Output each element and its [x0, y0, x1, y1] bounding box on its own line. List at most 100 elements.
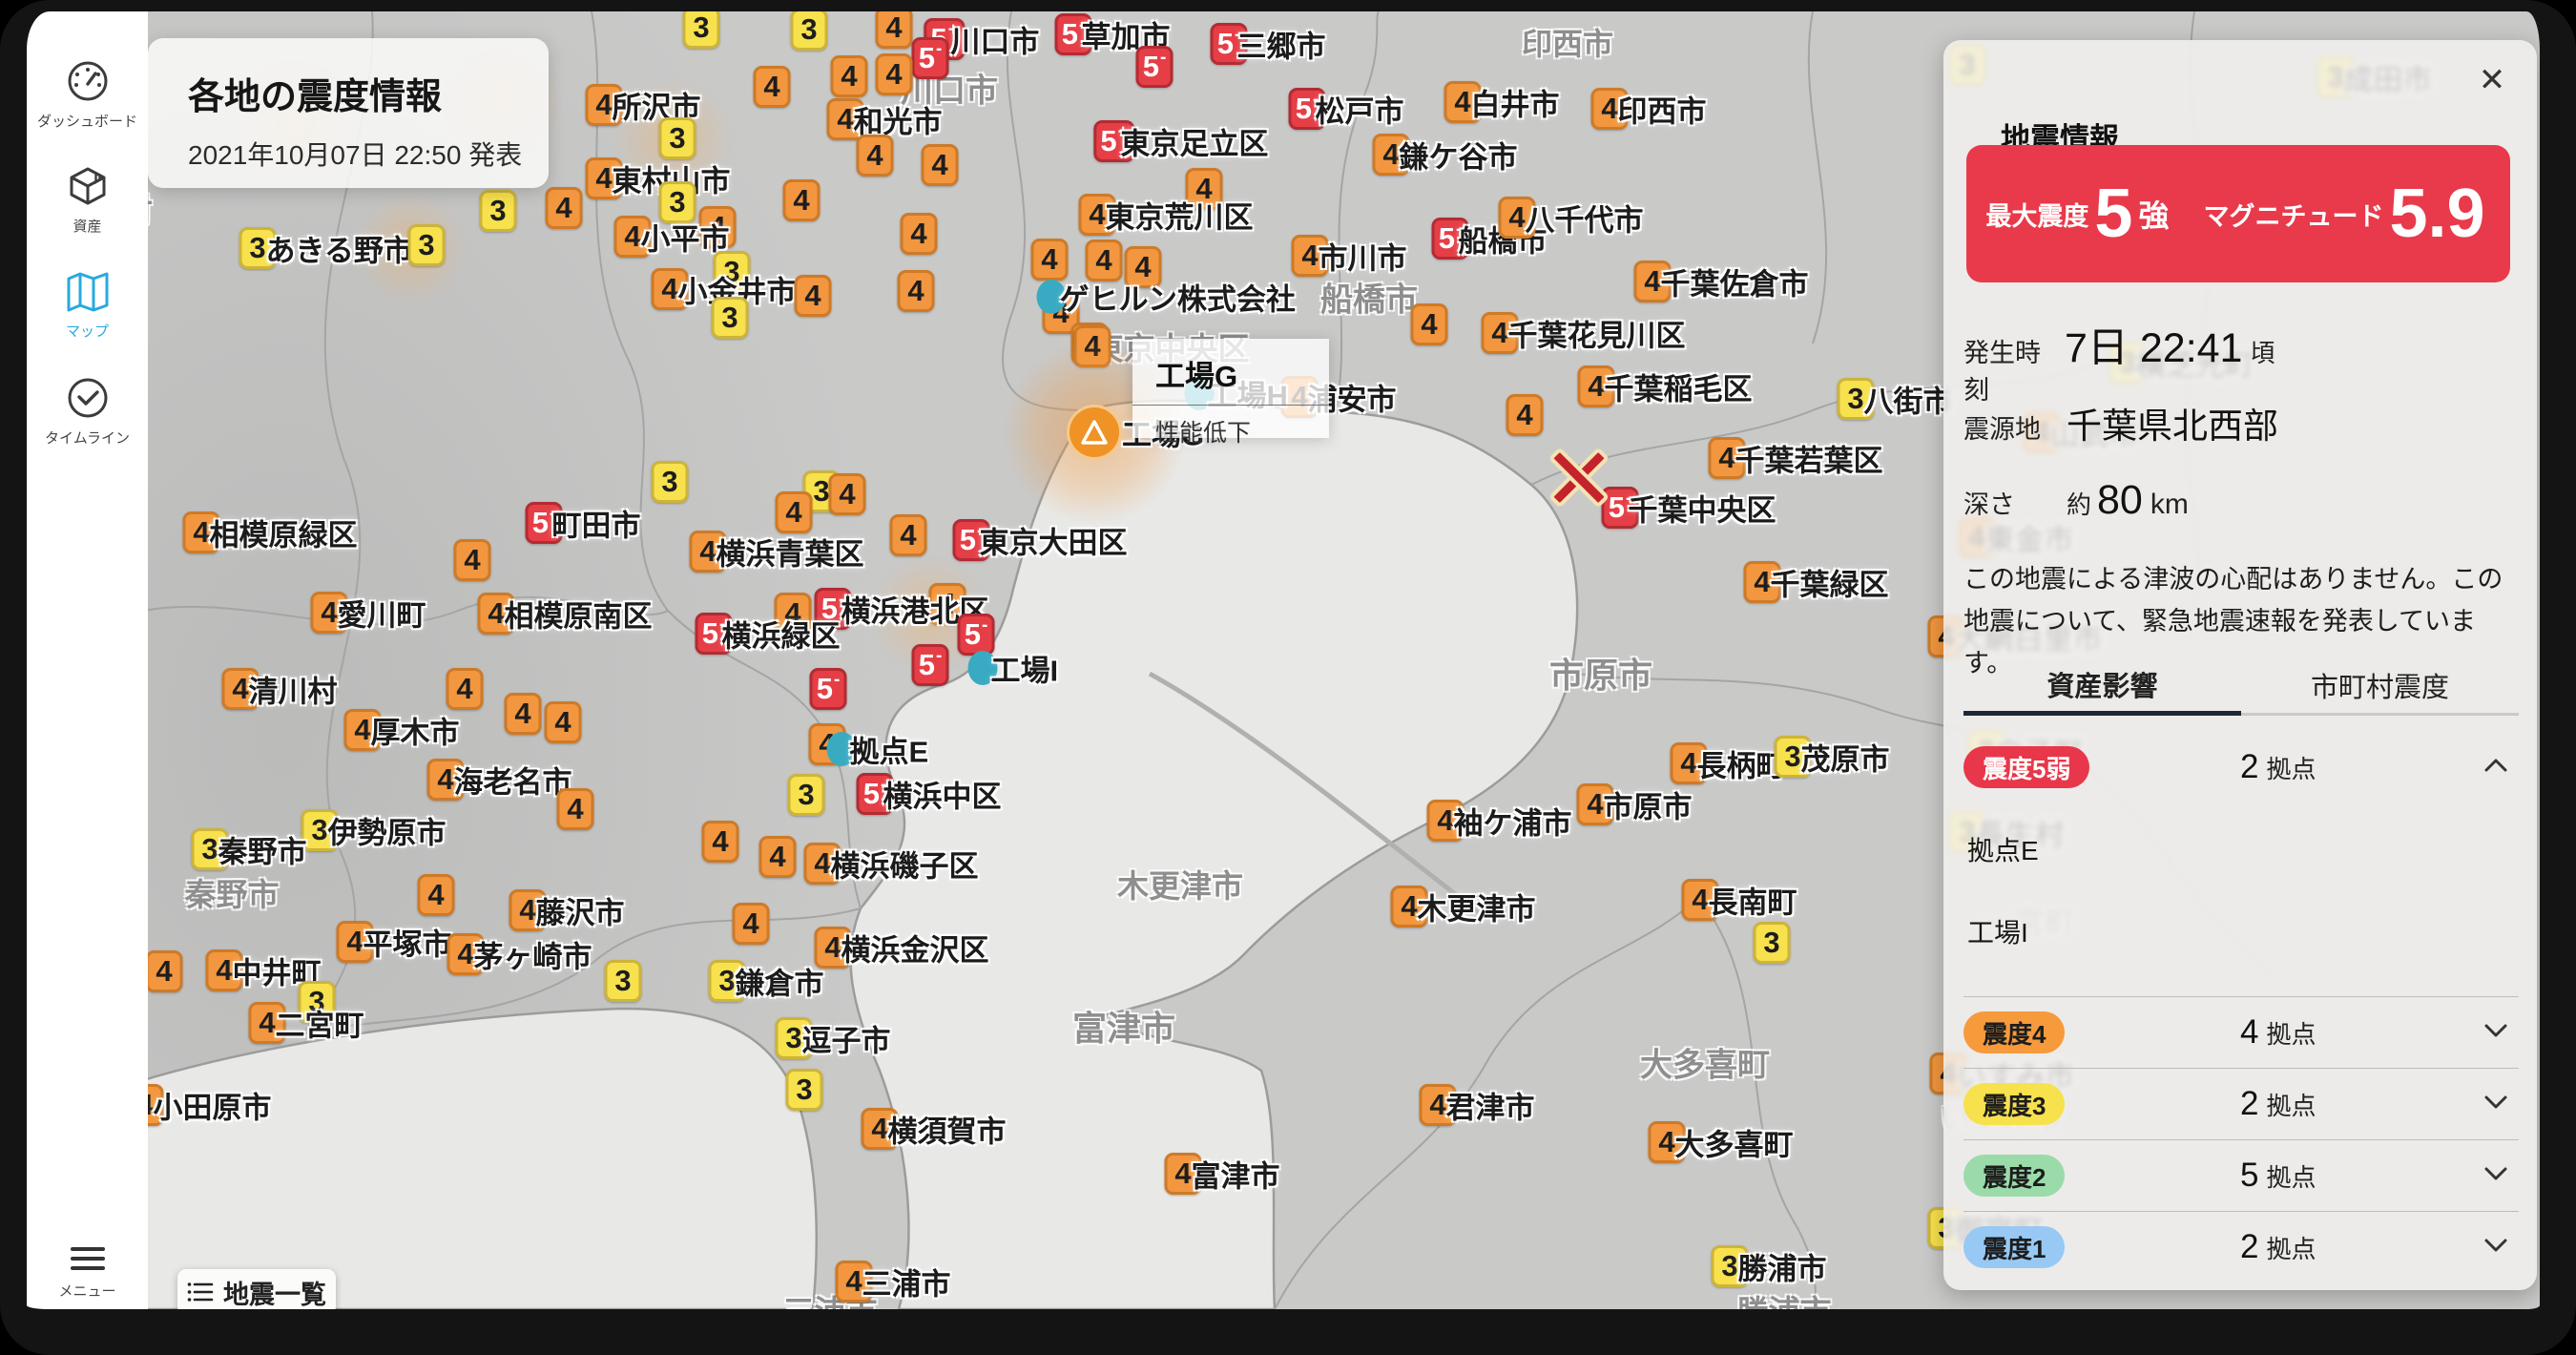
- intensity-marker[interactable]: 4 小金井市: [651, 268, 797, 310]
- intensity-marker[interactable]: 3 逗子市: [775, 1017, 891, 1059]
- intensity-marker[interactable]: 4 長柄町: [1670, 742, 1786, 784]
- intensity-marker[interactable]: 5- 横浜港北区: [814, 588, 989, 630]
- intensity-marker[interactable]: 4: [544, 701, 582, 743]
- intensity-marker[interactable]: 4 和光市: [826, 98, 943, 140]
- intensity-marker[interactable]: 4 愛川町: [310, 592, 426, 634]
- intensity-marker[interactable]: 4 横浜青葉区: [689, 531, 864, 573]
- intensity-marker[interactable]: 4 藤沢市: [509, 889, 625, 931]
- intensity-marker[interactable]: 4: [545, 187, 583, 229]
- intensity-marker[interactable]: 3: [713, 251, 751, 293]
- affected-site-item[interactable]: 工場I: [1967, 918, 2028, 948]
- intensity-marker[interactable]: 4: [875, 7, 913, 49]
- close-icon[interactable]: ✕: [2478, 62, 2506, 98]
- intensity-marker[interactable]: 5- 横浜中区: [856, 773, 1002, 815]
- intensity-marker[interactable]: 3: [790, 9, 828, 51]
- intensity-marker[interactable]: 4: [1030, 239, 1069, 281]
- intensity-section-header[interactable]: 震度5弱 2 拠点: [1963, 718, 2519, 817]
- intensity-section-header[interactable]: 震度1 2 拠点: [1963, 1212, 2519, 1282]
- asset-marker[interactable]: 工場I: [967, 651, 1058, 688]
- intensity-marker[interactable]: 4 中井町: [205, 949, 322, 991]
- intensity-marker[interactable]: 4 富津市: [1164, 1153, 1280, 1195]
- intensity-marker[interactable]: 5-: [911, 644, 949, 686]
- intensity-marker[interactable]: 4: [900, 213, 938, 255]
- intensity-marker[interactable]: 5- 東京大田区: [952, 519, 1128, 561]
- intensity-marker[interactable]: 4: [453, 539, 491, 581]
- intensity-marker[interactable]: 5-: [1135, 46, 1174, 88]
- intensity-marker[interactable]: 4 横浜金沢区: [814, 927, 989, 969]
- intensity-marker[interactable]: 4: [1506, 394, 1544, 436]
- quake-list-button[interactable]: 地震一覧: [177, 1269, 336, 1315]
- tab-municipality-intensity[interactable]: 市町村震度: [2241, 657, 2519, 716]
- intensity-marker[interactable]: 4 二宮町: [248, 1002, 364, 1044]
- intensity-marker[interactable]: 4 君津市: [1419, 1084, 1535, 1126]
- intensity-marker[interactable]: 5- 千葉中央区: [1601, 487, 1776, 529]
- intensity-marker[interactable]: 3: [658, 181, 696, 223]
- intensity-marker[interactable]: 4 清川村: [221, 668, 338, 710]
- intensity-marker[interactable]: 5- 三郷市: [1210, 23, 1326, 65]
- intensity-marker[interactable]: 3: [1753, 922, 1791, 964]
- intensity-marker[interactable]: 3: [711, 297, 749, 339]
- intensity-marker[interactable]: 4: [504, 693, 542, 735]
- intensity-marker[interactable]: 4: [758, 836, 797, 878]
- intensity-marker[interactable]: 4 千葉稲毛区: [1577, 365, 1753, 407]
- intensity-marker[interactable]: 3: [651, 461, 689, 503]
- intensity-marker[interactable]: 3: [682, 7, 720, 49]
- intensity-marker[interactable]: 3 伊勢原市: [301, 809, 447, 851]
- intensity-marker[interactable]: 4: [774, 593, 812, 635]
- intensity-marker[interactable]: 5-: [957, 614, 995, 656]
- intensity-marker[interactable]: 4 袖ケ浦市: [1426, 800, 1572, 842]
- intensity-marker[interactable]: 4: [889, 514, 927, 556]
- intensity-marker[interactable]: 4: [446, 668, 484, 710]
- intensity-marker[interactable]: 4 平塚市: [336, 921, 452, 963]
- intensity-marker[interactable]: 4 小平市: [613, 216, 730, 258]
- intensity-marker[interactable]: 4: [1085, 240, 1123, 281]
- intensity-marker[interactable]: 4 千葉若葉区: [1708, 437, 1883, 479]
- intensity-marker[interactable]: 4 長南町: [1681, 879, 1797, 921]
- intensity-marker[interactable]: 4: [753, 66, 791, 108]
- intensity-marker[interactable]: 3: [604, 960, 642, 1002]
- intensity-marker[interactable]: 4 千葉緑区: [1743, 561, 1889, 603]
- intensity-marker[interactable]: 3 鎌倉市: [708, 960, 824, 1002]
- intensity-marker[interactable]: 4: [830, 55, 868, 97]
- intensity-marker[interactable]: 3: [407, 224, 446, 266]
- intensity-marker[interactable]: 4 木更津市: [1390, 886, 1536, 928]
- intensity-marker[interactable]: 4 大多喜町: [1648, 1121, 1794, 1163]
- tab-asset-impact[interactable]: 資産影響: [1963, 657, 2241, 716]
- intensity-marker[interactable]: 3 茂原市: [1774, 736, 1890, 778]
- intensity-marker[interactable]: 5- 船橋市: [1431, 218, 1548, 260]
- intensity-marker[interactable]: 3: [479, 190, 517, 232]
- affected-site-item[interactable]: 拠点E: [1967, 836, 2039, 865]
- intensity-marker[interactable]: 4: [921, 144, 959, 186]
- intensity-section-header[interactable]: 震度4 4 拠点: [1963, 997, 2519, 1068]
- intensity-marker[interactable]: 5-: [809, 668, 847, 710]
- intensity-marker[interactable]: 4: [897, 270, 935, 312]
- intensity-marker[interactable]: 4 相模原南区: [477, 593, 653, 635]
- intensity-marker[interactable]: 3 秦野市: [191, 828, 307, 870]
- warning-marker[interactable]: 工場G: [1004, 342, 1204, 523]
- intensity-marker[interactable]: 4: [782, 179, 821, 221]
- intensity-marker[interactable]: 3 勝浦市: [1711, 1245, 1827, 1287]
- intensity-marker[interactable]: 4: [794, 275, 832, 317]
- intensity-marker[interactable]: 4 三浦市: [835, 1261, 951, 1303]
- intensity-marker[interactable]: 4 東京荒川区: [1078, 194, 1254, 236]
- intensity-marker[interactable]: 4 印西市: [1590, 88, 1707, 130]
- intensity-marker[interactable]: 4: [875, 53, 913, 95]
- intensity-section-header[interactable]: 震度3 2 拠点: [1963, 1069, 2519, 1139]
- intensity-marker[interactable]: 3: [787, 774, 825, 816]
- sidebar-item-menu[interactable]: メニュー: [27, 1244, 148, 1301]
- intensity-marker[interactable]: 4 相模原緑区: [182, 511, 358, 553]
- intensity-marker[interactable]: 4: [145, 950, 183, 992]
- intensity-marker[interactable]: 4 厚木市: [343, 709, 460, 751]
- intensity-marker[interactable]: 4 鎌ケ谷市: [1372, 134, 1518, 176]
- intensity-marker[interactable]: 4 白井市: [1444, 81, 1560, 123]
- intensity-marker[interactable]: 4: [556, 788, 594, 830]
- sidebar-item-assets[interactable]: 資産: [27, 164, 148, 236]
- intensity-marker[interactable]: 5- 町田市: [525, 502, 641, 544]
- intensity-marker[interactable]: 4 茅ヶ崎市: [447, 933, 592, 975]
- intensity-marker[interactable]: 4: [1124, 246, 1162, 288]
- intensity-marker[interactable]: 4: [828, 473, 866, 515]
- intensity-marker[interactable]: 4: [856, 135, 894, 177]
- asset-marker[interactable]: ゲヒルン株式会社: [1036, 280, 1296, 317]
- intensity-marker[interactable]: 5- 横浜緑区: [695, 613, 841, 655]
- intensity-marker[interactable]: 4: [1410, 303, 1448, 345]
